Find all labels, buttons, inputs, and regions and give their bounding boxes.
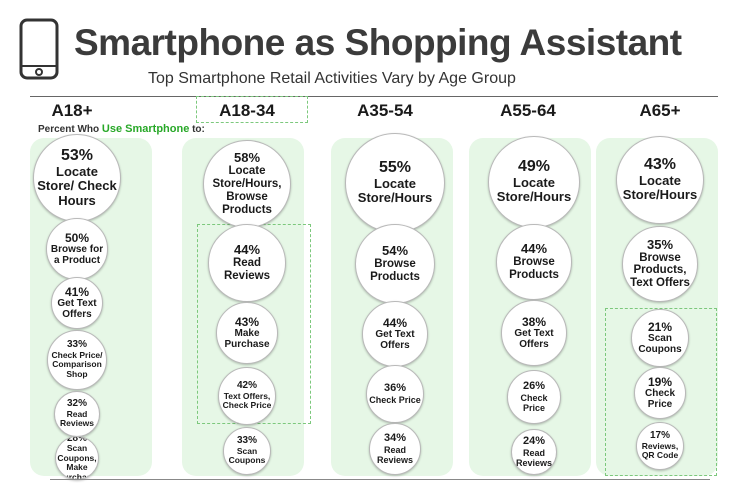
page-title: Smartphone as Shopping Assistant xyxy=(74,22,682,63)
activity-percent: 44% xyxy=(520,241,548,257)
activity-bubble: 38% Get Text Offers xyxy=(501,300,567,366)
activity-percent: 36% xyxy=(383,382,407,395)
bottom-divider xyxy=(50,479,710,480)
age-group-label: A65+ xyxy=(639,101,681,120)
smartphone-icon xyxy=(19,18,59,80)
activity-percent: 19% xyxy=(647,374,673,389)
activity-percent: 32% xyxy=(66,398,87,410)
activity-label: Read Reviews xyxy=(59,408,95,429)
age-group-label: A35-54 xyxy=(357,101,413,120)
activity-percent: 26% xyxy=(522,380,546,393)
activity-label: Locate Store/ Check Hours xyxy=(37,163,117,208)
activity-percent: 42% xyxy=(236,380,257,392)
activity-label: Scan Coupons xyxy=(638,333,682,356)
activity-label: Browse Products, Text Offers xyxy=(630,251,690,290)
note-suffix: to: xyxy=(189,124,205,135)
activity-label: Get Text Offers xyxy=(375,329,415,352)
activity-percent: 41% xyxy=(64,284,90,299)
activity-bubble: 33% Check Price/ Comparison Shop xyxy=(47,330,107,390)
activity-label: Check Price xyxy=(520,392,548,413)
activity-percent: 44% xyxy=(233,242,261,258)
activity-label: Reviews, QR Code xyxy=(641,440,679,461)
activity-bubble: 35% Browse Products, Text Offers xyxy=(622,226,698,302)
activity-label: Read Reviews xyxy=(515,447,553,468)
note-highlight: Use Smartphone xyxy=(101,123,190,135)
activity-percent: 24% xyxy=(522,435,546,448)
activity-percent: 50% xyxy=(64,230,90,245)
activity-label: Browse Products xyxy=(509,255,559,281)
activity-bubble: 55% Locate Store/Hours xyxy=(345,133,445,233)
activity-bubble: 24% Read Reviews xyxy=(511,429,557,475)
activity-label: Check Price xyxy=(644,388,675,411)
age-group-label: A18-34 xyxy=(219,101,275,120)
page-subtitle: Top Smartphone Retail Activities Vary by… xyxy=(148,70,516,87)
activity-bubble: 34% Read Reviews xyxy=(369,423,421,475)
activity-label: Make Purchase xyxy=(224,328,270,351)
activity-label: Browse Products xyxy=(370,257,420,283)
activity-label: Scan Coupons, Make Purchase xyxy=(57,443,97,480)
activity-percent: 33% xyxy=(66,339,87,351)
activity-percent: 35% xyxy=(646,236,674,252)
activity-percent: 38% xyxy=(521,314,547,329)
activity-percent: 44% xyxy=(382,315,408,330)
divider xyxy=(30,96,718,97)
activity-percent: 34% xyxy=(383,432,407,445)
activity-percent: 43% xyxy=(643,156,677,174)
activity-percent: 17% xyxy=(649,430,670,442)
activity-bubble: 50% Browse for a Product xyxy=(46,218,108,280)
activity-bubble: 44% Browse Products xyxy=(496,224,572,300)
activity-percent: 43% xyxy=(234,314,260,329)
activity-bubble: 33% Scan Coupons xyxy=(223,427,271,475)
activity-label: Browse for a Product xyxy=(50,244,104,267)
note-prefix: Percent Who xyxy=(38,124,102,135)
activity-percent: 33% xyxy=(236,435,257,447)
activity-bubble: 28% Scan Coupons, Make Purchase xyxy=(55,436,99,480)
activity-percent: 49% xyxy=(517,158,551,176)
activity-label: Text Offers, Check Price xyxy=(222,390,272,411)
activity-bubble: 32% Read Reviews xyxy=(54,391,100,437)
age-group-label: A18+ xyxy=(51,101,93,120)
activity-bubble: 17% Reviews, QR Code xyxy=(636,422,684,470)
activity-percent: 54% xyxy=(381,243,409,259)
activity-bubble: 44% Get Text Offers xyxy=(362,301,428,367)
activity-bubble: 49% Locate Store/Hours xyxy=(488,136,580,228)
activity-label: Check Price xyxy=(369,394,421,405)
activity-label: Locate Store/Hours xyxy=(357,175,433,206)
activity-label: Check Price/ Comparison Shop xyxy=(51,349,103,379)
highlight-box xyxy=(605,308,717,476)
measure-note: Percent Who Use Smartphone to: xyxy=(38,123,205,135)
activity-label: Get Text Offers xyxy=(57,298,97,321)
activity-bubble: 36% Check Price xyxy=(366,365,424,423)
activity-bubble: 42% Text Offers, Check Price xyxy=(218,367,276,425)
activity-label: Read Reviews xyxy=(223,256,271,282)
activity-percent: 21% xyxy=(647,319,673,334)
activity-bubble: 43% Locate Store/Hours xyxy=(616,136,704,224)
activity-bubble: 58% Locate Store/Hours, Browse Products xyxy=(203,140,291,228)
activity-bubble: 41% Get Text Offers xyxy=(51,277,103,329)
activity-label: Locate Store/Hours xyxy=(622,172,698,203)
activity-bubble: 19% Check Price xyxy=(634,367,686,419)
activity-percent: 55% xyxy=(378,159,412,177)
activity-bubble: 43% Make Purchase xyxy=(216,302,278,364)
activity-percent: 28% xyxy=(66,436,87,444)
activity-label: Read Reviews xyxy=(376,444,414,465)
activity-bubble: 54% Browse Products xyxy=(355,224,435,304)
activity-bubble: 21% Scan Coupons xyxy=(631,309,689,367)
activity-percent: 53% xyxy=(60,146,94,164)
activity-label: Scan Coupons xyxy=(228,445,266,466)
activity-label: Locate Store/Hours, Browse Products xyxy=(212,165,282,216)
activity-percent: 58% xyxy=(233,150,261,166)
activity-bubble: 26% Check Price xyxy=(507,370,561,424)
age-group-label: A55-64 xyxy=(500,101,556,120)
activity-bubble: 53% Locate Store/ Check Hours xyxy=(33,134,121,222)
highlight-box xyxy=(196,96,308,123)
activity-label: Get Text Offers xyxy=(514,328,554,351)
activity-label: Locate Store/Hours xyxy=(496,174,572,205)
activity-bubble: 44% Read Reviews xyxy=(208,224,286,302)
